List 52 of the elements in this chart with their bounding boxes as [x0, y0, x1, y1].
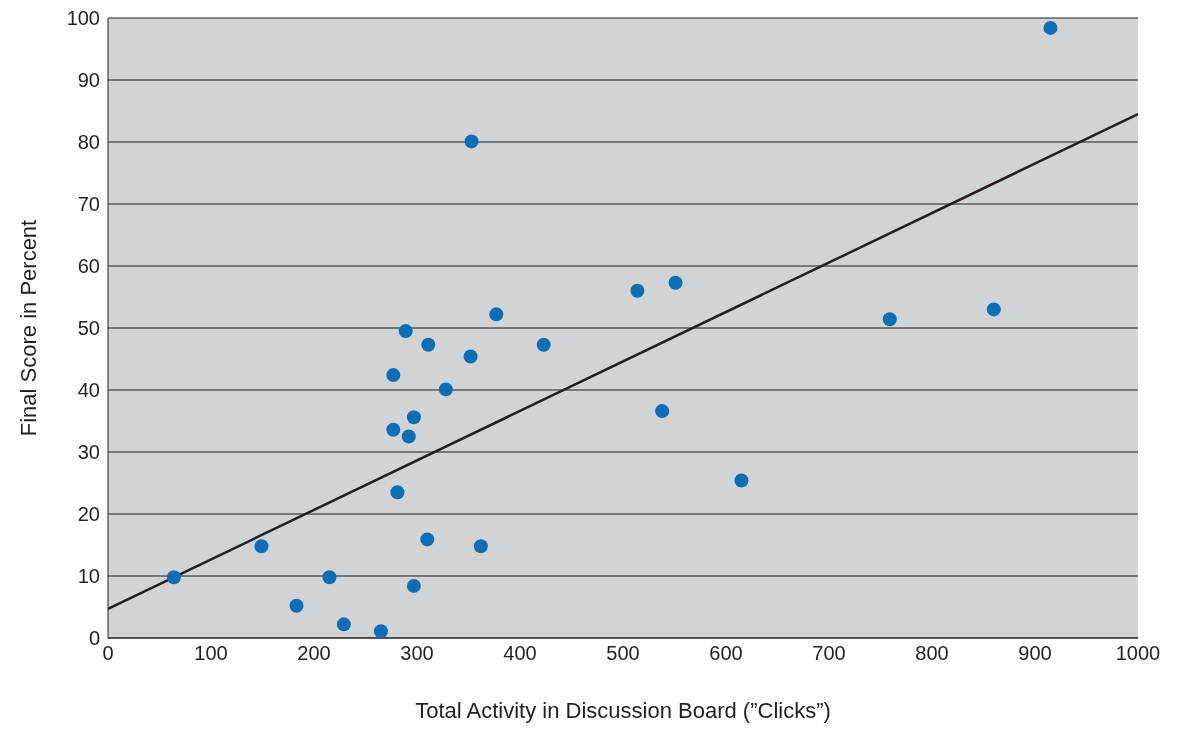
y-tick-label: 30 [77, 441, 100, 464]
point [336, 617, 351, 632]
y-tick-label: 10 [77, 565, 100, 588]
point [536, 337, 551, 352]
point [489, 307, 504, 322]
y-tick-label: 0 [88, 627, 100, 650]
point [386, 368, 401, 383]
point [401, 429, 416, 444]
point [322, 570, 337, 585]
x-tick-label: 100 [194, 642, 228, 665]
y-tick-label: 70 [77, 193, 100, 216]
point [668, 275, 683, 290]
point [406, 578, 421, 593]
x-tick-label: 600 [709, 642, 743, 665]
y-tick-label: 90 [77, 69, 100, 92]
point [289, 598, 304, 613]
point [421, 337, 436, 352]
x-tick-label: 200 [297, 642, 331, 665]
x-tick-label: 0 [102, 642, 114, 665]
x-axis-title: Total Activity in Discussion Board (”Clicks”) [415, 698, 831, 723]
y-tick-label: 20 [77, 503, 100, 526]
point [630, 283, 645, 298]
y-tick-label: 60 [77, 255, 100, 278]
point [473, 539, 488, 554]
point [254, 539, 269, 554]
point [406, 410, 421, 425]
x-tick-label: 400 [503, 642, 537, 665]
x-tick-label: 1000 [1115, 642, 1161, 665]
point [734, 473, 749, 488]
x-tick-label: 300 [400, 642, 434, 665]
point [986, 302, 1001, 317]
point [655, 404, 670, 419]
point [373, 624, 388, 638]
point [166, 570, 181, 585]
point [420, 532, 435, 547]
point [386, 422, 401, 437]
y-tick-label: 40 [77, 379, 100, 402]
x-tick-label: 800 [915, 642, 949, 665]
point [463, 349, 478, 364]
y-tick-label: 50 [77, 317, 100, 340]
point [390, 485, 405, 500]
x-tick-label: 500 [606, 642, 640, 665]
point [882, 312, 897, 327]
y-axis-title: Final Score in Percent [15, 219, 41, 437]
x-tick-label: 700 [812, 642, 846, 665]
y-tick-label: 80 [77, 131, 100, 154]
y-tick-label: 100 [66, 7, 100, 30]
point [464, 134, 479, 149]
point [398, 324, 413, 339]
x-tick-label: 900 [1018, 642, 1052, 665]
point [1043, 20, 1058, 35]
point [438, 382, 453, 397]
